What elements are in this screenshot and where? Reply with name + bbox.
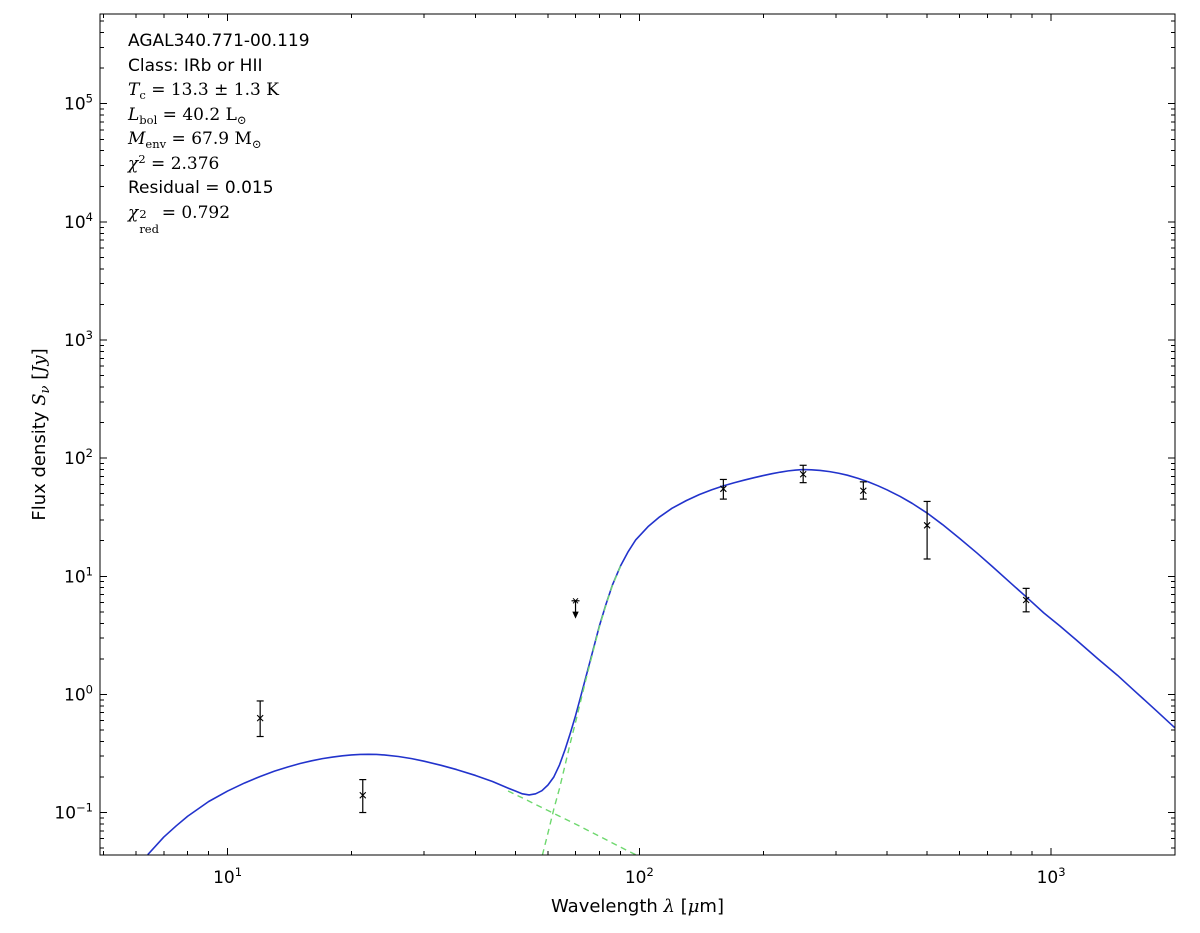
y-axis-tick-label: 104 <box>64 210 93 233</box>
annotation-text: χ <box>128 153 139 174</box>
y-axis-tick-label: 101 <box>64 564 93 587</box>
y-axis-tick-label: 10−1 <box>54 801 93 824</box>
annotation-line: Tc = 13.3 ± 1.3 K <box>128 78 310 103</box>
warm-component-curve <box>507 790 638 855</box>
y-axis-tick-label: 102 <box>64 446 93 469</box>
annotation-text: AGAL340.771-00.119 <box>128 31 310 51</box>
annotation-text: c <box>139 88 146 102</box>
annotation-text: = 0.792 <box>156 202 231 223</box>
annotation-text: ⊙ <box>236 112 247 127</box>
annotation-text: Class: IRb or HII <box>128 55 263 76</box>
data-point <box>256 700 264 738</box>
x-marker <box>719 485 727 493</box>
plot-frame <box>99 13 1176 856</box>
down-arrow-icon <box>572 611 579 619</box>
annotation-text: L <box>128 104 140 125</box>
data-point <box>719 478 727 500</box>
x-marker <box>923 521 931 529</box>
annotation-text: = 67.9 M <box>166 129 252 149</box>
annotation-line: AGAL340.771-00.119 <box>128 29 310 54</box>
annotation-text: Residual = 0.015 <box>128 178 274 198</box>
x-marker <box>359 791 367 799</box>
annotation-line: Menv = 67.9 M⊙ <box>128 127 310 152</box>
annotation-text: T <box>128 80 140 100</box>
data-point <box>923 500 931 560</box>
annotation-line: Lbol = 40.2 L⊙ <box>128 103 310 128</box>
data-point <box>859 481 867 500</box>
annotation-text: M <box>128 129 146 149</box>
annotation-line: Residual = 0.015 <box>128 176 310 201</box>
annotation-text: = 2.376 <box>145 153 220 174</box>
y-axis-label: Flux density Sν [Jy] <box>29 348 53 520</box>
data-point <box>359 778 367 814</box>
y-axis-tick-label: 100 <box>64 682 93 705</box>
x-marker <box>799 470 807 478</box>
fit-parameters-annotation: AGAL340.771-00.119 Class: IRb or HII Tc = … <box>128 29 310 236</box>
annotation-text: bol <box>139 112 158 127</box>
chi-squared-supsub: 2 red <box>139 206 159 236</box>
x-marker <box>256 714 264 722</box>
annotation-line: χ 2 red = 0.792 <box>128 201 310 236</box>
annotation-text: = 13.3 ± 1.3 K <box>145 80 279 100</box>
annotation-text: ⊙ <box>251 137 262 151</box>
total-model-fit-curve <box>147 468 1175 855</box>
x-axis-tick-label: 102 <box>625 865 654 888</box>
annotation-line: χ2 = 2.376 <box>128 152 310 177</box>
x-marker <box>859 487 867 495</box>
annotation-text: = 40.2 L <box>157 104 237 125</box>
data-point <box>1022 587 1030 613</box>
cold-component-curve <box>541 566 622 855</box>
x-axis-tick-label: 101 <box>213 865 242 888</box>
annotation-text: χ <box>128 202 139 223</box>
data-point <box>799 464 807 484</box>
x-axis-label: Wavelength λ [μm] <box>551 896 724 917</box>
annotation-text: env <box>145 137 167 151</box>
x-marker <box>1022 596 1030 604</box>
y-axis-tick-label: 105 <box>64 92 93 115</box>
y-axis-tick-label: 103 <box>64 328 93 351</box>
annotation-line: Class: IRb or HII <box>128 54 310 79</box>
upper-limit-point <box>571 597 580 619</box>
annotation-text: 2 <box>138 151 146 166</box>
x-axis-tick-label: 103 <box>1037 865 1066 888</box>
